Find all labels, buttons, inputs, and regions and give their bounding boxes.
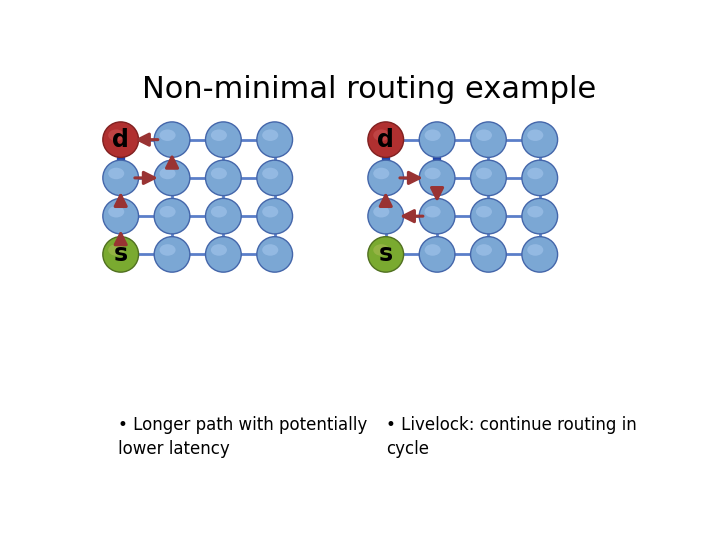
Ellipse shape [262,244,278,256]
Ellipse shape [419,160,455,195]
Ellipse shape [262,168,278,179]
Text: s: s [114,242,127,266]
Ellipse shape [257,198,292,234]
Ellipse shape [419,198,455,234]
Ellipse shape [103,237,138,272]
Ellipse shape [476,206,492,218]
Ellipse shape [257,160,292,195]
Ellipse shape [419,237,455,272]
Ellipse shape [257,122,292,157]
Ellipse shape [476,244,492,256]
Ellipse shape [373,206,390,218]
Ellipse shape [522,237,557,272]
Ellipse shape [103,198,138,234]
Ellipse shape [205,122,241,157]
Ellipse shape [103,122,138,157]
Ellipse shape [205,237,241,272]
Ellipse shape [211,206,227,218]
Ellipse shape [425,168,441,179]
Ellipse shape [522,198,557,234]
Ellipse shape [373,130,390,141]
Text: Non-minimal routing example: Non-minimal routing example [142,75,596,104]
Ellipse shape [522,160,557,195]
Ellipse shape [103,160,138,195]
Ellipse shape [211,130,227,141]
Text: • Longer path with potentially
lower latency: • Longer path with potentially lower lat… [118,416,367,458]
Ellipse shape [154,198,190,234]
Ellipse shape [257,237,292,272]
Ellipse shape [154,237,190,272]
Ellipse shape [471,122,506,157]
Ellipse shape [262,206,278,218]
Ellipse shape [373,244,390,256]
Ellipse shape [373,168,390,179]
Ellipse shape [205,198,241,234]
Ellipse shape [154,122,190,157]
Ellipse shape [108,244,125,256]
Ellipse shape [425,244,441,256]
Ellipse shape [471,198,506,234]
Ellipse shape [425,130,441,141]
Ellipse shape [527,130,544,141]
Ellipse shape [522,122,557,157]
Ellipse shape [160,168,176,179]
Text: • Livelock: continue routing in
cycle: • Livelock: continue routing in cycle [386,416,636,458]
Ellipse shape [425,206,441,218]
Ellipse shape [211,168,227,179]
Ellipse shape [368,122,404,157]
Ellipse shape [476,168,492,179]
Text: d: d [377,127,394,152]
Ellipse shape [160,130,176,141]
Text: s: s [379,242,393,266]
Ellipse shape [471,237,506,272]
Ellipse shape [368,160,404,195]
Ellipse shape [154,160,190,195]
Ellipse shape [160,206,176,218]
Ellipse shape [476,130,492,141]
Ellipse shape [471,160,506,195]
Ellipse shape [368,237,404,272]
Ellipse shape [108,206,125,218]
Ellipse shape [368,198,404,234]
Ellipse shape [527,206,544,218]
Ellipse shape [205,160,241,195]
Ellipse shape [108,168,125,179]
Ellipse shape [211,244,227,256]
Ellipse shape [527,168,544,179]
Ellipse shape [419,122,455,157]
Text: d: d [112,127,129,152]
Ellipse shape [262,130,278,141]
Ellipse shape [108,130,125,141]
Ellipse shape [160,244,176,256]
Ellipse shape [527,244,544,256]
